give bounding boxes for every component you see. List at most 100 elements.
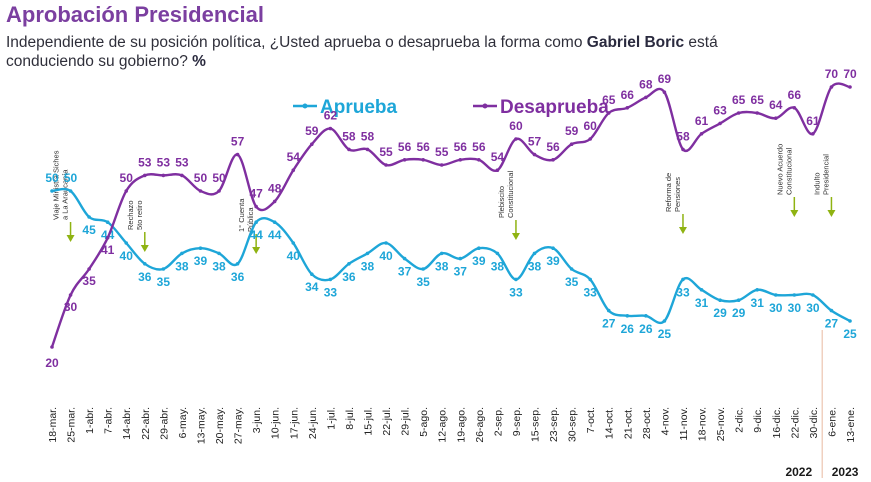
- subtitle-bold-name: Gabriel Boric: [586, 34, 685, 51]
- year-label: 2023: [832, 465, 859, 479]
- x-tick-label: 13-ene.: [845, 407, 857, 443]
- data-label-aprueba: 25: [843, 327, 857, 341]
- data-label-aprueba: 30: [788, 301, 802, 315]
- x-tick-label: 7-oct.: [585, 407, 597, 433]
- data-label-aprueba: 25: [658, 327, 672, 341]
- x-tick-label: 15-sep.: [530, 407, 542, 442]
- subtitle-text-end: está conduciendo su gobierno?: [6, 34, 718, 70]
- x-tick-label: 16-dic.: [771, 407, 783, 439]
- data-point-desaprueba: [662, 90, 667, 94]
- data-point-aprueba: [217, 251, 221, 256]
- data-point-aprueba: [532, 251, 537, 256]
- data-point-desaprueba: [848, 85, 852, 89]
- data-point-desaprueba: [291, 168, 296, 172]
- annotation-label: Rechazo5to retiro: [126, 200, 144, 230]
- data-point-desaprueba: [254, 204, 258, 209]
- data-label-aprueba: 38: [435, 259, 449, 273]
- data-point-desaprueba: [310, 142, 314, 146]
- data-point-desaprueba: [347, 147, 351, 152]
- data-point-desaprueba: [755, 111, 760, 115]
- x-tick-label: 22-jul.: [381, 407, 393, 436]
- data-point-desaprueba: [124, 189, 129, 193]
- x-tick-label: 6-may.: [177, 407, 189, 438]
- data-point-aprueba: [755, 288, 760, 292]
- data-label-aprueba: 40: [379, 249, 393, 263]
- x-tick-label: 30-dic.: [808, 407, 820, 439]
- data-label-desaprueba: 56: [546, 140, 560, 154]
- annotation-label: Nuevo AcuerdoConstitucional: [775, 144, 793, 195]
- data-point-desaprueba: [217, 189, 221, 193]
- x-tick-label: 2-sep.: [492, 407, 504, 436]
- data-point-aprueba: [514, 277, 518, 282]
- data-point-aprueba: [402, 256, 407, 261]
- data-label-aprueba: 35: [565, 275, 579, 289]
- data-point-aprueba: [50, 189, 54, 193]
- data-label-desaprueba: 65: [751, 93, 765, 107]
- legend-marker-aprueba: [302, 103, 308, 109]
- data-label-aprueba: 27: [825, 317, 839, 331]
- data-label-desaprueba: 64: [769, 98, 783, 112]
- x-tick-label: 26-ago.: [474, 407, 486, 443]
- data-point-desaprueba: [365, 147, 370, 152]
- data-point-aprueba: [681, 277, 685, 282]
- data-label-desaprueba: 58: [342, 129, 356, 143]
- x-tick-label: 28-oct.: [641, 407, 653, 439]
- data-point-desaprueba: [328, 126, 333, 131]
- data-label-desaprueba: 55: [435, 145, 449, 159]
- legend-label-desaprueba: Desaprueba: [500, 97, 609, 118]
- x-tick-label: 25-nov.: [715, 407, 727, 441]
- data-label-desaprueba: 70: [843, 67, 857, 81]
- data-label-desaprueba: 35: [82, 274, 96, 288]
- data-point-desaprueba: [421, 158, 425, 162]
- subtitle-text: Independiente de su posición política, ¿…: [6, 34, 587, 51]
- x-tick-label: 13-may.: [195, 407, 207, 444]
- data-label-aprueba: 39: [546, 254, 560, 268]
- data-label-aprueba: 31: [751, 296, 765, 310]
- data-point-aprueba: [736, 298, 741, 303]
- data-label-desaprueba: 47: [249, 187, 263, 201]
- data-point-aprueba: [124, 241, 129, 245]
- series-line-aprueba: [51, 187, 851, 325]
- x-tick-label: 15-jul.: [362, 407, 374, 436]
- data-label-aprueba: 33: [509, 285, 523, 299]
- data-point-desaprueba: [495, 168, 500, 172]
- x-tick-label: 27-may.: [233, 407, 245, 444]
- data-point-aprueba: [347, 262, 351, 266]
- data-label-desaprueba: 59: [305, 124, 319, 138]
- data-point-aprueba: [291, 241, 296, 245]
- subtitle-percent: %: [192, 53, 206, 70]
- data-label-desaprueba: 60: [509, 119, 523, 133]
- data-label-desaprueba: 59: [565, 124, 579, 138]
- data-point-desaprueba: [439, 163, 444, 167]
- data-label-desaprueba: 61: [695, 114, 709, 128]
- x-tick-label: 2-dic.: [734, 407, 746, 433]
- x-tick-label: 18-mar.: [47, 407, 59, 443]
- x-tick-label: 1-jul.: [325, 407, 337, 430]
- data-point-aprueba: [811, 293, 815, 297]
- data-label-desaprueba: 58: [361, 129, 375, 143]
- data-label-desaprueba: 58: [676, 129, 690, 143]
- data-label-aprueba: 36: [138, 270, 152, 284]
- data-point-desaprueba: [384, 163, 388, 167]
- annotation-label: PlebiscitoConstitucional: [497, 171, 515, 218]
- data-label-desaprueba: 70: [825, 67, 839, 81]
- x-tick-label: 9-sep.: [511, 407, 523, 436]
- data-label-aprueba: 37: [398, 265, 412, 279]
- data-label-aprueba: 34: [305, 280, 319, 294]
- data-point-aprueba: [625, 314, 630, 318]
- data-label-desaprueba: 48: [268, 181, 282, 195]
- data-label-desaprueba: 56: [416, 140, 430, 154]
- data-label-desaprueba: 57: [528, 135, 542, 149]
- data-point-aprueba: [421, 267, 425, 271]
- x-tick-label: 9-dic.: [752, 407, 764, 433]
- annotation-arrow-head: [790, 210, 799, 217]
- data-point-aprueba: [792, 293, 797, 297]
- data-label-aprueba: 31: [695, 296, 709, 310]
- annotation-arrow-head: [66, 235, 75, 242]
- x-tick-label: 20-may.: [214, 407, 226, 444]
- x-tick-label: 10-jun.: [270, 407, 282, 439]
- annotation-arrow-head: [511, 233, 520, 240]
- x-tick-label: 4-nov.: [659, 407, 671, 435]
- data-label-aprueba: 30: [806, 301, 820, 315]
- data-point-desaprueba: [235, 152, 240, 157]
